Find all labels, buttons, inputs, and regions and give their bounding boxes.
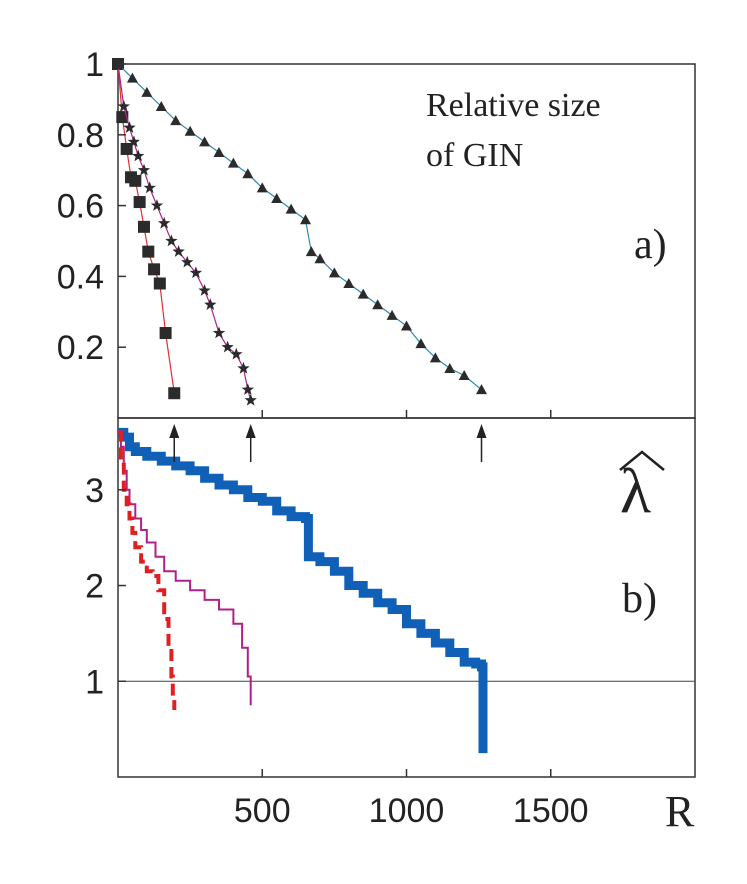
data-point-triangles-19 — [372, 299, 384, 310]
xtick-label-2: 1500 — [513, 792, 589, 830]
data-point-stars-10 — [172, 245, 185, 257]
data-point-triangles-3 — [155, 100, 167, 111]
data-point-triangles-23 — [429, 352, 441, 363]
lambda-symbol: λ — [620, 455, 651, 526]
a-ytick-label-0: 0.2 — [57, 329, 104, 367]
series-line-stars — [117, 63, 252, 401]
data-point-squares-5 — [133, 196, 146, 209]
data-point-stars-6 — [143, 181, 156, 194]
data-point-triangles-22 — [415, 338, 427, 349]
data-point-stars-18 — [237, 361, 250, 374]
data-point-squares-2 — [120, 142, 133, 155]
data-point-triangles-5 — [184, 125, 196, 136]
data-point-stars-16 — [221, 340, 234, 353]
data-point-squares-11 — [168, 387, 181, 400]
data-point-triangles-16 — [328, 267, 340, 278]
data-point-stars-14 — [204, 298, 217, 310]
data-point-stars-4 — [132, 149, 145, 162]
data-point-triangles-11 — [271, 193, 283, 204]
data-point-triangles-26 — [476, 384, 488, 395]
a-ytick-label-4: 1 — [85, 46, 104, 84]
data-point-triangles-1 — [126, 72, 138, 83]
b-ytick-label-1: 2 — [85, 568, 104, 606]
data-point-squares-10 — [159, 327, 172, 340]
annotation-line-1: Relative size — [426, 87, 601, 124]
arrow-head-2 — [476, 424, 487, 438]
data-point-triangles-6 — [199, 136, 211, 147]
data-point-stars-2 — [123, 121, 136, 133]
data-point-stars-13 — [198, 284, 211, 296]
data-point-stars-17 — [230, 347, 243, 360]
series-thin — [118, 431, 252, 706]
data-point-stars-12 — [189, 266, 203, 279]
data-point-triangles-15 — [314, 253, 326, 264]
panel-b-plot — [118, 427, 695, 754]
data-point-stars-1 — [117, 100, 130, 112]
data-point-stars-19 — [241, 383, 254, 395]
arrow-head-0 — [169, 424, 180, 438]
series-thick — [118, 427, 488, 754]
data-point-triangles-4 — [170, 115, 182, 126]
data-point-triangles-17 — [343, 277, 355, 288]
xtick-label-1: 1000 — [369, 792, 445, 830]
hat-accent — [619, 450, 665, 471]
data-point-triangles-21 — [401, 320, 412, 331]
data-point-triangles-9 — [242, 168, 254, 179]
data-point-stars-20 — [244, 393, 257, 406]
data-point-triangles-18 — [357, 288, 369, 299]
data-point-squares-6 — [137, 220, 150, 233]
data-point-triangles-25 — [458, 370, 470, 381]
data-point-stars-8 — [158, 216, 171, 229]
data-point-stars-15 — [212, 326, 226, 339]
b-ytick-label-2: 3 — [85, 472, 104, 510]
data-point-stars-5 — [137, 163, 151, 176]
data-point-squares-4 — [129, 174, 142, 187]
data-point-triangles-14 — [305, 246, 317, 257]
panel-a-label: a) — [634, 222, 667, 268]
data-point-triangles-2 — [141, 86, 153, 97]
data-point-squares-9 — [153, 277, 166, 290]
panel-a-frame — [117, 63, 696, 419]
data-point-triangles-10 — [256, 182, 268, 193]
b-ytick-label-0: 1 — [85, 663, 104, 701]
data-point-stars-11 — [181, 255, 194, 268]
data-point-triangles-20 — [386, 309, 398, 320]
a-ytick-label-3: 0.8 — [57, 117, 104, 155]
lambda-hat-label: λ — [619, 450, 665, 526]
a-ytick-label-2: 0.6 — [57, 188, 104, 226]
arrow-head-1 — [245, 424, 256, 438]
panel-b-label: b) — [622, 576, 657, 622]
xtick-label-0: 500 — [234, 792, 291, 830]
data-point-squares-8 — [148, 263, 161, 276]
data-point-stars-9 — [165, 234, 178, 247]
data-point-triangles-8 — [227, 157, 239, 168]
data-point-squares-7 — [142, 245, 155, 258]
data-point-triangles-24 — [444, 362, 456, 373]
data-point-triangles-12 — [285, 203, 297, 214]
a-ytick-label-1: 0.4 — [57, 258, 104, 296]
data-point-stars-7 — [150, 199, 164, 211]
data-point-triangles-13 — [300, 214, 312, 225]
data-point-triangles-7 — [213, 147, 225, 157]
annotation-line-2: of GIN — [426, 137, 523, 174]
tick-layer: 0.2 0.4 0.6 0.8 1 1 2 3 500 1000 1500 — [57, 46, 589, 830]
x-axis-label: R — [665, 787, 695, 836]
data-point-stars-3 — [127, 135, 140, 148]
